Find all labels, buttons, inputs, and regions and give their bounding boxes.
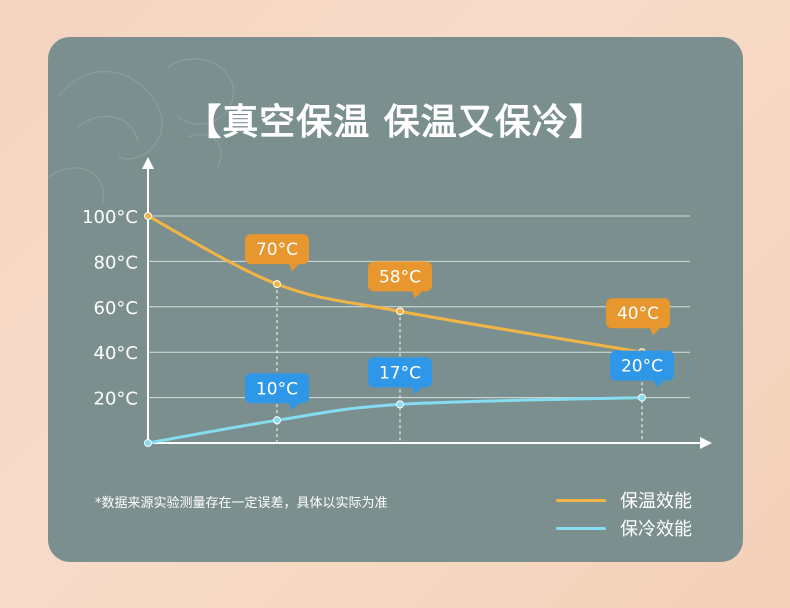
data-point [273,416,281,425]
panel-decoration [48,58,235,203]
y-tick-labels: 100°C 80°C 60°C 40°C 20°C [82,207,138,410]
data-labels: 70°C 58°C 40°C 10°C 17°C 20°C [245,234,674,411]
series-lines [144,212,646,447]
legend-swatch-hot [556,498,606,502]
chart-title: 【真空保温 保温又保冷】 [185,102,606,143]
legend-item-hot: 保温效能 [556,487,692,513]
series-line-0 [147,214,643,354]
data-label: 20°C [621,357,663,377]
y-tick-label: 80°C [94,252,138,273]
data-label-tail [412,387,422,395]
data-label-badge [245,373,309,404]
legend-label-hot: 保温效能 [620,491,692,512]
data-label-tail [289,403,299,411]
data-label-tail [412,291,422,299]
data-label-tail [289,264,299,272]
data-label-tail [654,380,664,388]
data-point [144,439,152,447]
x-axis-arrow [700,437,712,449]
y-tick-label: 60°C [94,298,138,319]
line-chart: 100°C 80°C 60°C 40°C 20°C 70°C 58°C 40°C 10°C 17… [82,157,712,449]
data-point [396,307,404,316]
data-label-tail [650,328,660,336]
data-label: 10°C [256,379,298,399]
data-label-badge [606,298,670,329]
data-label: 58°C [379,267,421,287]
legend-swatch-cold [556,526,606,530]
data-point [396,400,404,409]
y-tick-label: 100°C [82,207,138,228]
y-tick-label: 20°C [94,389,138,410]
disclaimer-note: *数据来源实验测量存在一定误差，具体以实际为准 [95,496,388,511]
legend-label-cold: 保冷效能 [620,519,692,540]
chart-panel: 【真空保温 保温又保冷】 100°C 80°C 60°C 40°C 20°C 70°C 5… [48,37,743,562]
data-label-badge [368,261,432,292]
axes [142,157,712,449]
data-label-badge [610,350,674,381]
data-label: 17°C [379,363,421,383]
data-point [638,393,646,402]
data-label: 70°C [256,240,298,260]
data-label-badge [368,357,432,388]
y-tick-label: 40°C [94,343,138,364]
data-label-badge [245,234,309,265]
grid-lines [148,215,690,443]
series-line-1 [147,396,643,445]
y-axis-arrow [142,157,154,169]
data-point [144,212,152,220]
legend-item-cold: 保冷效能 [556,515,692,541]
data-point [273,280,281,289]
data-label: 40°C [617,304,659,324]
